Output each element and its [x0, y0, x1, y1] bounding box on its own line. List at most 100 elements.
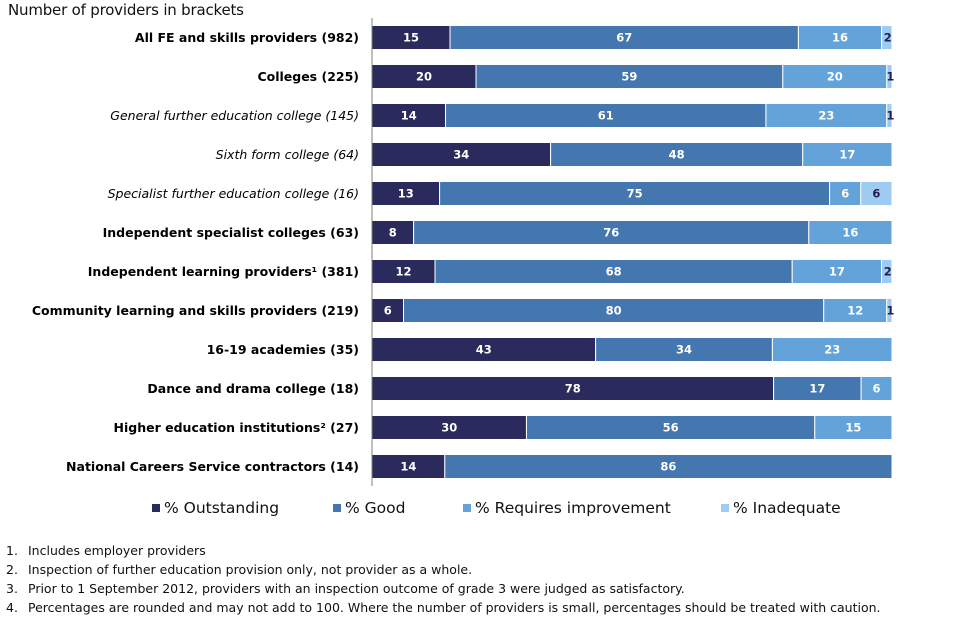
- data-label: 17: [829, 265, 845, 279]
- data-label: 15: [845, 421, 861, 435]
- data-label: 86: [660, 460, 676, 474]
- bar-segment-requires-improvement: [823, 298, 888, 323]
- legend-item-requires-improvement: % Requires improvement: [463, 499, 671, 517]
- data-label: 78: [565, 382, 581, 396]
- category-label: All FE and skills providers (982): [135, 30, 359, 45]
- data-label: 59: [621, 70, 637, 84]
- data-label: 80: [606, 304, 622, 318]
- footnotes: 1. Includes employer providers 2. Inspecti…: [6, 541, 886, 617]
- footnote-text: Inspection of further education provisio…: [28, 562, 473, 577]
- footnote: 1. Includes employer providers: [6, 541, 886, 560]
- data-label: 14: [400, 460, 416, 474]
- bar-segment-good: [595, 337, 773, 362]
- legend: % Outstanding % Good % Requires improvem…: [0, 499, 960, 523]
- bar-segment-good: [550, 142, 804, 167]
- bar-segment-requires-improvement: [791, 259, 882, 284]
- legend-item-outstanding: % Outstanding: [152, 499, 279, 517]
- data-label: 67: [616, 31, 632, 45]
- data-label: 1: [886, 109, 894, 123]
- data-label: 2: [884, 265, 892, 279]
- data-label: 14: [401, 109, 417, 123]
- bar-segment-outstanding: [371, 142, 552, 167]
- category-label: 16-19 academies (35): [207, 342, 359, 357]
- bar-segment-requires-improvement: [860, 376, 893, 401]
- data-label: 23: [824, 343, 840, 357]
- data-label: 1: [886, 70, 894, 84]
- data-label: 17: [839, 148, 855, 162]
- bar-segment-requires-improvement: [802, 142, 893, 167]
- bar-segment-outstanding: [371, 181, 441, 206]
- bar-segment-inadequate: [880, 259, 893, 284]
- bar-segment-good: [444, 454, 893, 479]
- data-label: 6: [872, 187, 880, 201]
- legend-swatch-requires-improvement: [463, 504, 471, 512]
- bar-segment-requires-improvement: [808, 220, 893, 245]
- bar-segment-inadequate: [881, 25, 893, 50]
- bar-segment-requires-improvement: [765, 103, 888, 128]
- footnote: 2. Inspection of further education provis…: [6, 560, 886, 579]
- data-label: 6: [384, 304, 392, 318]
- category-label: Sixth form college (64): [216, 147, 359, 162]
- footnote-number: 3.: [6, 581, 18, 596]
- footnote: 3. Prior to 1 September 2012, providers w…: [6, 579, 886, 598]
- data-label: 8: [389, 226, 397, 240]
- category-label: Colleges (225): [257, 69, 359, 84]
- bar-segment-outstanding: [371, 64, 477, 89]
- category-label: General further education college (145): [110, 108, 359, 123]
- category-label: Specialist further education college (16…: [108, 186, 359, 201]
- bar-segment-good: [475, 64, 784, 89]
- legend-item-inadequate: % Inadequate: [721, 499, 841, 517]
- data-label: 20: [827, 70, 843, 84]
- category-label: National Careers Service contractors (14…: [66, 459, 359, 474]
- bar-segment-good: [413, 220, 810, 245]
- bar-segment-requires-improvement: [814, 415, 893, 440]
- data-label: 61: [598, 109, 614, 123]
- data-label: 56: [663, 421, 679, 435]
- data-label: 6: [873, 382, 881, 396]
- category-labels: All FE and skills providers (982) College…: [32, 30, 359, 474]
- data-label: 76: [603, 226, 619, 240]
- data-label: 30: [441, 421, 457, 435]
- bar-segment-good: [439, 181, 831, 206]
- bar-segment-outstanding: [371, 337, 597, 362]
- bar-segment-outstanding: [371, 103, 447, 128]
- data-label: 16: [842, 226, 858, 240]
- bar-segment-good: [403, 298, 825, 323]
- data-label: 68: [606, 265, 622, 279]
- bar-segment-inadequate: [886, 64, 893, 89]
- bar-segment-good: [449, 25, 799, 50]
- bar-segment-requires-improvement: [829, 181, 862, 206]
- legend-swatch-inadequate: [721, 504, 729, 512]
- data-label: 15: [403, 31, 419, 45]
- data-label: 12: [847, 304, 863, 318]
- footnote-text: Includes employer providers: [28, 543, 206, 558]
- data-label: 17: [809, 382, 825, 396]
- data-label: 34: [676, 343, 692, 357]
- data-label: 16: [832, 31, 848, 45]
- category-label: Independent specialist colleges (63): [103, 225, 359, 240]
- data-label: 43: [476, 343, 492, 357]
- bar-segment-requires-improvement: [771, 337, 893, 362]
- legend-label: % Requires improvement: [475, 499, 671, 517]
- data-label: 12: [396, 265, 412, 279]
- category-label: Independent learning providers¹ (381): [88, 264, 359, 279]
- footnote-text: Percentages are rounded and may not add …: [28, 600, 881, 615]
- bar-segment-good: [434, 259, 793, 284]
- bar-segment-inadequate: [886, 298, 893, 323]
- bar-segment-requires-improvement: [782, 64, 888, 89]
- bar-segment-good: [525, 415, 816, 440]
- legend-item-good: % Good: [333, 499, 405, 517]
- bar-segment-inadequate: [860, 181, 893, 206]
- data-label: 2: [884, 31, 892, 45]
- legend-swatch-good: [333, 504, 341, 512]
- footnote-number: 2.: [6, 562, 18, 577]
- footnote: 4. Percentages are rounded and may not ad…: [6, 598, 886, 617]
- chart-subtitle: Number of providers in brackets: [8, 1, 244, 19]
- bar-segment-good: [773, 376, 862, 401]
- legend-label: % Inadequate: [733, 499, 841, 517]
- bar-segment-outstanding: [371, 298, 405, 323]
- data-label: 75: [627, 187, 643, 201]
- data-label: 1: [886, 304, 894, 318]
- legend-label: % Outstanding: [164, 499, 280, 517]
